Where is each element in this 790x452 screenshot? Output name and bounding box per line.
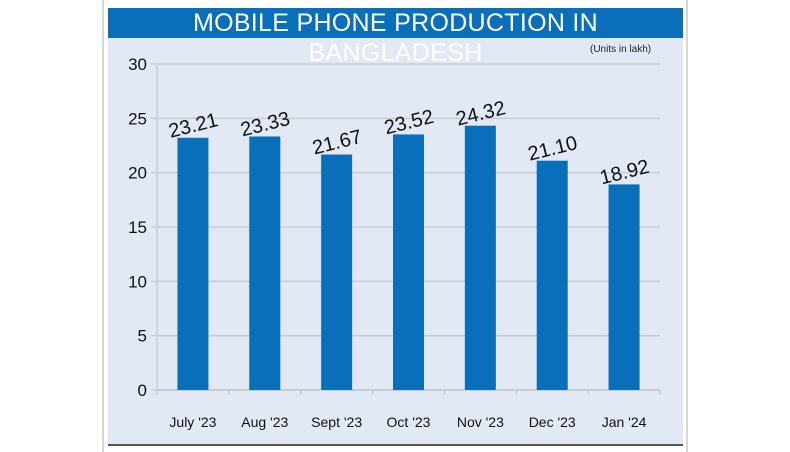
y-tick-label: 20 <box>128 164 147 183</box>
x-tick-label: Dec '23 <box>529 414 576 430</box>
x-tick-label: Jan '24 <box>602 414 647 430</box>
chart-title: MOBILE PHONE PRODUCTION IN BANGLADESH <box>108 8 683 67</box>
x-tick-label: Nov '23 <box>457 414 504 430</box>
data-label: 23.33 <box>238 108 292 141</box>
data-label: 21.10 <box>526 132 580 165</box>
data-label: 23.52 <box>382 106 436 139</box>
y-tick-label: 0 <box>138 381 147 400</box>
data-label: 24.32 <box>454 97 508 130</box>
y-tick-label: 5 <box>138 327 147 346</box>
x-tick-label: Oct '23 <box>387 414 431 430</box>
units-note: (Units in lakh) <box>590 44 652 55</box>
x-tick-label: Sept '23 <box>311 414 362 430</box>
bar <box>249 136 281 390</box>
data-label: 18.92 <box>598 156 652 189</box>
y-tick-label: 25 <box>128 109 147 128</box>
bar <box>177 137 209 390</box>
data-label: 23.21 <box>167 109 221 142</box>
data-label: 21.67 <box>310 126 364 159</box>
y-tick-label: 30 <box>128 55 147 74</box>
bar <box>608 184 640 390</box>
bar <box>321 154 353 390</box>
bar <box>393 134 424 390</box>
x-tick-label: July '23 <box>169 414 216 430</box>
y-tick-label: 10 <box>128 272 147 291</box>
y-tick-label: 15 <box>128 218 147 237</box>
x-tick-label: Aug '23 <box>241 414 288 430</box>
bar <box>464 125 496 391</box>
bar <box>536 160 568 390</box>
